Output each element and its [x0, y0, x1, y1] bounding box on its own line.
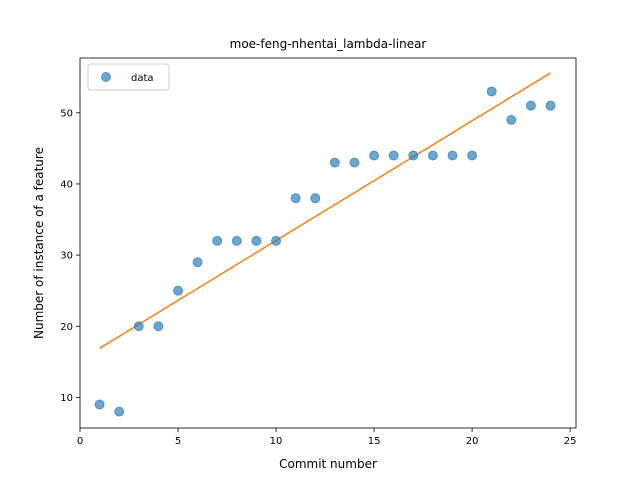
- data-point: [173, 285, 184, 296]
- data-point: [271, 235, 282, 246]
- y-tick-label: 20: [60, 322, 73, 333]
- chart-title: moe-feng-nhentai_lambda-linear: [230, 37, 427, 51]
- legend: data: [87, 63, 170, 91]
- data-point: [251, 235, 262, 246]
- data-point: [525, 100, 536, 111]
- data-point: [212, 235, 223, 246]
- data-point: [349, 157, 360, 168]
- x-tick-label: 25: [564, 436, 577, 447]
- y-axis-label: Number of instance of a feature: [32, 147, 46, 339]
- trend-line-group: [99, 72, 551, 349]
- x-tick-label: 10: [270, 436, 283, 447]
- x-tick-label: 20: [466, 436, 479, 447]
- y-tick-label: 50: [60, 108, 73, 119]
- data-point: [290, 193, 301, 204]
- x-tick-label: 0: [77, 436, 83, 447]
- data-point: [153, 321, 164, 332]
- data-point: [408, 150, 419, 161]
- y-tick-label: 10: [60, 393, 73, 404]
- data-point: [192, 257, 203, 268]
- data-point: [506, 114, 517, 125]
- data-point: [114, 406, 125, 417]
- plot-frame: [79, 57, 577, 429]
- legend-box: [87, 63, 170, 91]
- data-points: [94, 86, 556, 417]
- data-point: [388, 150, 399, 161]
- data-point: [427, 150, 438, 161]
- y-tick-label: 40: [60, 179, 73, 190]
- data-point: [133, 321, 144, 332]
- trend-line: [99, 72, 551, 349]
- data-point: [310, 193, 321, 204]
- x-tick-label: 5: [175, 436, 181, 447]
- y-axis-ticks: 10 20 30 40 50: [60, 108, 80, 404]
- data-point: [231, 235, 242, 246]
- data-point: [369, 150, 380, 161]
- legend-marker: [101, 72, 111, 82]
- y-tick-label: 30: [60, 251, 73, 262]
- x-axis-label: Commit number: [279, 457, 377, 471]
- data-point: [94, 399, 105, 410]
- x-tick-label: 15: [368, 436, 381, 447]
- data-point: [467, 150, 478, 161]
- data-point: [447, 150, 458, 161]
- x-axis-ticks: 0 5 10 15 20 25: [77, 428, 577, 447]
- data-point: [545, 100, 556, 111]
- data-point: [486, 86, 497, 97]
- data-point: [329, 157, 340, 168]
- legend-label-data: data: [131, 73, 154, 84]
